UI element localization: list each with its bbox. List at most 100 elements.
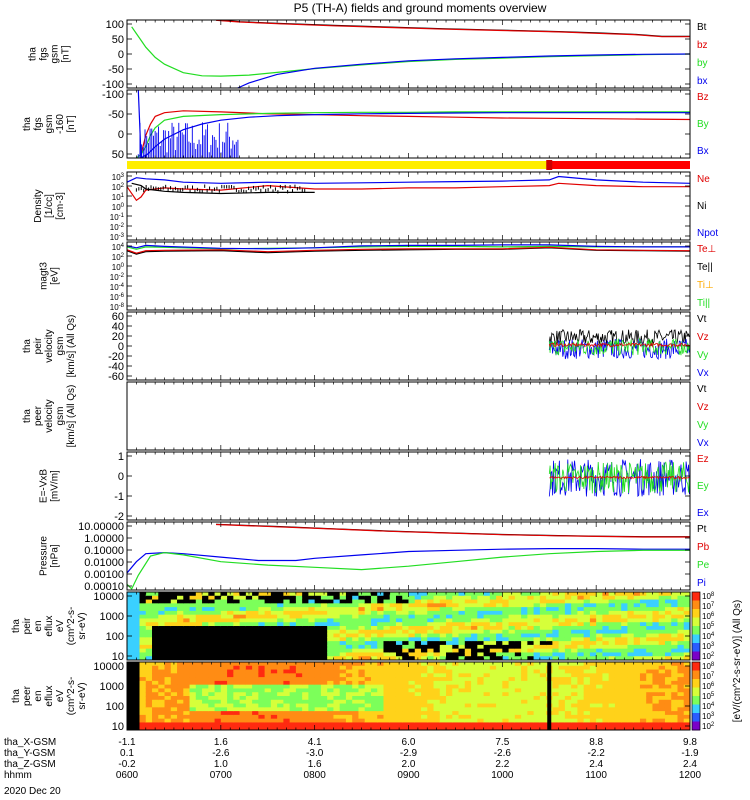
heatmap-cell	[552, 656, 560, 660]
heatmap-cell	[252, 595, 259, 601]
heatmap-cell	[145, 614, 153, 620]
heatmap-cell	[671, 718, 679, 724]
heatmap-cell	[471, 699, 478, 705]
heatmap-cell	[295, 652, 303, 657]
heatmap-cell	[220, 603, 228, 608]
heatmap-cell	[252, 603, 259, 608]
y-axis-label: velocity	[44, 329, 55, 362]
heatmap-cell	[233, 677, 241, 682]
heatmap-cell	[239, 648, 247, 654]
heatmap-cell	[652, 629, 660, 635]
heatmap-cell	[671, 595, 679, 601]
colorbar-segment	[692, 626, 700, 635]
heatmap-cell	[152, 626, 159, 631]
heatmap-cell	[521, 718, 528, 724]
heatmap-cell	[133, 665, 141, 671]
legend-entry-Te⊥: Te⊥	[697, 244, 716, 255]
heatmap-cell	[220, 688, 228, 693]
heatmap-cell	[489, 673, 497, 678]
heatmap-cell	[658, 622, 666, 627]
heatmap-cell	[508, 718, 516, 724]
heatmap-cell	[270, 692, 278, 697]
heatmap-cell	[358, 652, 366, 657]
heatmap-cell	[589, 677, 597, 682]
heatmap-cell	[633, 692, 641, 697]
heatmap-cell	[389, 688, 397, 693]
heatmap-cell	[483, 711, 491, 716]
heatmap-cell	[583, 618, 591, 623]
heatmap-cell	[302, 696, 310, 701]
heatmap-cell	[596, 644, 604, 650]
y-tick-label: 1.00000	[84, 533, 124, 545]
heatmap-cell	[233, 665, 241, 671]
heatmap-cell	[183, 722, 191, 727]
heatmap-cell	[571, 688, 578, 693]
heatmap-cell	[552, 629, 560, 635]
heatmap-cell	[227, 633, 234, 638]
heatmap-cell	[408, 622, 416, 627]
heatmap-cell	[533, 652, 541, 657]
heatmap-cell	[658, 629, 666, 635]
heatmap-cell	[683, 599, 690, 604]
heatmap-cell	[439, 592, 447, 597]
heatmap-cell	[646, 656, 654, 660]
heatmap-cell	[477, 626, 485, 631]
heatmap-cell	[564, 699, 572, 705]
heatmap-cell	[502, 677, 510, 682]
heatmap-cell	[464, 637, 472, 642]
heatmap-cell	[208, 703, 216, 708]
heatmap-cell	[433, 610, 441, 616]
heatmap-cell	[139, 714, 147, 720]
heatmap-cell	[671, 665, 679, 671]
heatmap-cell	[602, 699, 610, 705]
heatmap-cell	[258, 592, 266, 597]
heatmap-cell	[295, 696, 303, 701]
legend-entry-Bt: Bt	[697, 22, 707, 33]
heatmap-cell	[514, 688, 522, 693]
heatmap-cell	[364, 626, 372, 631]
heatmap-cell	[289, 688, 297, 693]
heatmap-cell	[433, 626, 441, 631]
heatmap-cell	[671, 662, 679, 667]
heatmap-cell	[633, 714, 641, 720]
heatmap-cell	[383, 637, 391, 642]
legend-entry-Pe: Pe	[697, 560, 710, 571]
heatmap-cell	[458, 703, 466, 708]
heatmap-cell	[421, 644, 428, 650]
heatmap-cell	[227, 603, 234, 608]
heatmap-cell	[477, 648, 485, 654]
heatmap-cell	[295, 648, 303, 654]
heatmap-cell	[133, 595, 141, 601]
heatmap-cell	[364, 688, 372, 693]
heatmap-cell	[427, 688, 435, 693]
heatmap-cell	[602, 626, 610, 631]
heatmap-cell	[233, 595, 241, 601]
heatmap-cell	[402, 633, 410, 638]
heatmap-cell	[402, 711, 410, 716]
heatmap-cell	[195, 711, 203, 716]
heatmap-cell	[458, 677, 466, 682]
heatmap-cell	[252, 656, 259, 660]
heatmap-cell	[633, 599, 641, 604]
heatmap-cell	[233, 684, 241, 690]
heatmap-cell	[646, 610, 654, 616]
heatmap-cell	[264, 637, 272, 642]
heatmap-cell	[389, 622, 397, 627]
heatmap-cell	[289, 699, 297, 705]
heatmap-cell	[133, 684, 141, 690]
colorbar-segment	[692, 704, 700, 714]
heatmap-cell	[483, 722, 491, 727]
heatmap-cell	[289, 633, 297, 638]
heatmap-cell	[502, 644, 510, 650]
heatmap-cell	[245, 711, 253, 716]
heatmap-cell	[183, 599, 191, 604]
heatmap-cell	[145, 711, 153, 716]
heatmap-cell	[671, 688, 679, 693]
heatmap-cell	[552, 610, 560, 616]
heatmap-cell	[564, 637, 572, 642]
heatmap-cell	[521, 644, 528, 650]
heatmap-cell	[602, 680, 610, 686]
heatmap-cell	[627, 692, 635, 697]
heatmap-cell	[333, 633, 341, 638]
x-row-name: tha_Z-GSM	[4, 759, 56, 770]
